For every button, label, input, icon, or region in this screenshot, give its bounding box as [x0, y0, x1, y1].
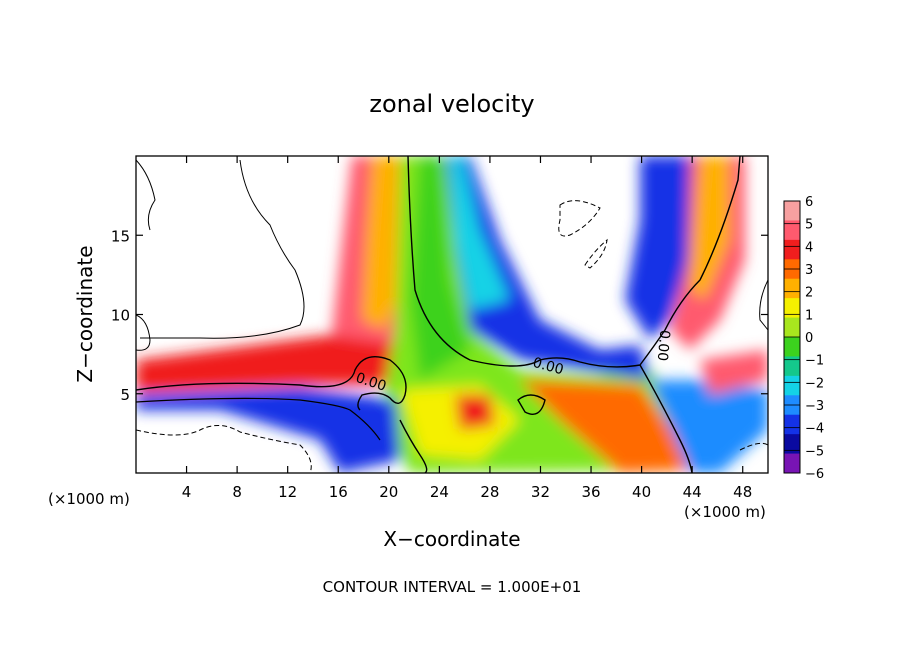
contour-zero-lower: [639, 364, 693, 473]
colorbar-swatch: [784, 317, 800, 338]
contour-upper-left: [136, 159, 305, 339]
positive-layer-low: [136, 335, 400, 392]
x-tick-label: 16: [329, 483, 348, 501]
colorbar-tick-label: −6: [805, 467, 824, 482]
colorbar-tick-label: −4: [805, 422, 824, 437]
contour-low: [136, 397, 381, 441]
colorbar-tick-label: 5: [805, 218, 813, 233]
x-unit-right: (×1000 m): [684, 503, 766, 521]
colorbar-swatch: [784, 414, 800, 435]
contour-zero-loop: [517, 394, 546, 415]
colorbar-tick-label: 1: [805, 308, 813, 323]
colorbar-swatch: [784, 278, 800, 299]
contour-interval-note: CONTOUR INTERVAL = 1.000E+01: [323, 578, 582, 596]
positive-band-right: [700, 350, 768, 395]
colorbar-tick-label: −1: [805, 354, 824, 369]
positive-jet-left-core: [362, 156, 405, 330]
colorbar-tick-label: 2: [805, 286, 813, 301]
x-tick-label: 48: [733, 483, 752, 501]
contour-lines: [136, 156, 768, 473]
contour-dashed-right: [739, 442, 768, 451]
contour-label: 0.00: [531, 355, 565, 379]
contour-zero-left: [136, 356, 407, 411]
contour-dashed-mid: [584, 238, 608, 269]
y-axis-label: Z−coordinate: [73, 245, 97, 382]
x-tick-label: 32: [531, 483, 550, 501]
x-tick-label: 44: [683, 483, 702, 501]
contour-dashed-upper: [558, 200, 601, 237]
hot-spot: [455, 395, 495, 430]
warm-blob-right: [520, 380, 700, 473]
colorbar-swatch: [784, 434, 800, 455]
x-axis-label: X−coordinate: [383, 527, 520, 551]
contour-left-edge: [136, 314, 151, 351]
colorbar-swatch: [784, 375, 800, 396]
central-column-core: [410, 156, 470, 380]
chart-title: zonal velocity: [369, 90, 534, 118]
negative-plume: [445, 156, 650, 380]
negative-band-low: [136, 388, 400, 473]
colorbar-swatch: [784, 298, 800, 319]
y-tick-label: 5: [120, 386, 130, 404]
x-tick-label: 36: [581, 483, 600, 501]
colorbar-tick-label: −5: [805, 444, 824, 459]
x-tick-label: 40: [632, 483, 651, 501]
colorbar-tick-label: 0: [805, 331, 813, 346]
y-axis-ticks: 5 10 15: [111, 227, 768, 404]
colorbar-tick-label: −3: [805, 399, 824, 414]
colorbar-swatch: [784, 356, 800, 377]
colorbar-swatch: [784, 453, 800, 474]
contour-right-edge: [759, 279, 768, 331]
colorbar-tick-label: 6: [805, 195, 813, 210]
x-unit-left: (×1000 m): [48, 490, 130, 508]
contour-label: 0.00: [654, 329, 673, 361]
x-tick-label: 12: [278, 483, 297, 501]
colorbar: 6 5 4 3 2 1 0 −1 −2 −3 −4 −5 −6: [783, 195, 824, 482]
negative-column-right: [625, 156, 690, 340]
x-tick-label: 20: [379, 483, 398, 501]
negative-plume-edge: [450, 156, 510, 310]
x-tick-label: 24: [430, 483, 449, 501]
velocity-field: [136, 156, 768, 473]
y-tick-label: 15: [111, 227, 130, 245]
x-axis-ticks: 4 8 12 16 20 24 28 32 36 40 44 48: [182, 156, 752, 501]
contour-dashed-low: [136, 425, 312, 473]
colorbar-swatch: [784, 337, 800, 357]
colorbar-tick-label: 4: [805, 240, 813, 255]
colorbar-tick-label: −2: [805, 376, 824, 391]
contour-zero-right: [407, 156, 741, 368]
negative-band-right: [650, 380, 768, 473]
x-tick-label: 4: [182, 483, 192, 501]
colorbar-swatch: [784, 239, 800, 260]
x-tick-label: 8: [232, 483, 242, 501]
positive-column-right-core: [690, 156, 730, 300]
x-tick-label: 28: [480, 483, 499, 501]
colorbar-swatch: [784, 220, 800, 241]
colorbar-swatch: [784, 201, 800, 221]
contour-zero-center: [399, 419, 428, 473]
colorbar-tick-label: 3: [805, 263, 813, 278]
y-tick-label: 10: [111, 307, 130, 325]
